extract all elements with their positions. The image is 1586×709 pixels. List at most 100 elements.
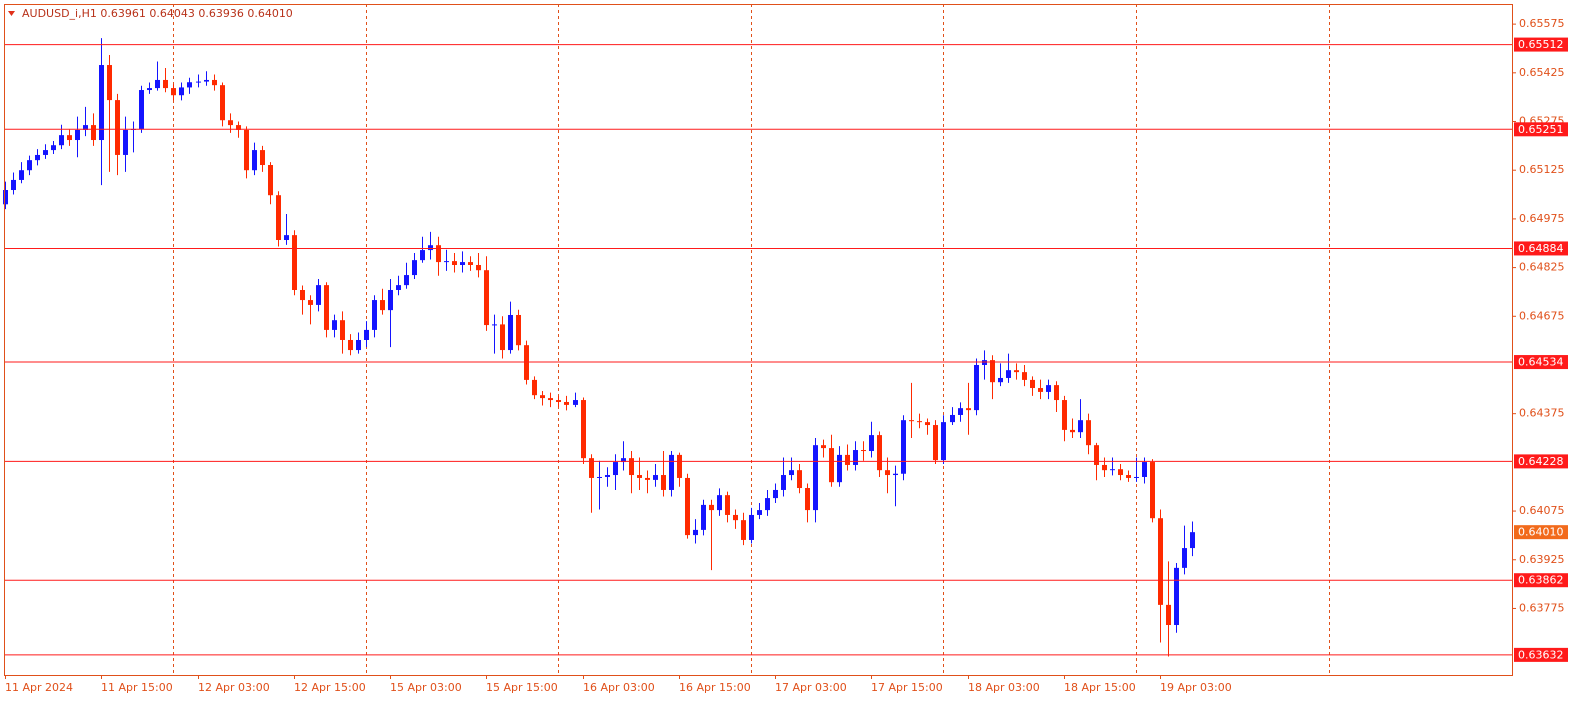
candle-body (1126, 475, 1131, 478)
candle-body (805, 488, 810, 511)
candle-body (653, 475, 658, 480)
candle-body (123, 129, 128, 155)
candle-body (974, 364, 979, 411)
candle-body (1054, 385, 1059, 401)
candle-body (765, 498, 770, 511)
candle-body (941, 422, 946, 461)
candle-body (1070, 429, 1075, 433)
candle-body (204, 79, 209, 82)
level-tag (1514, 355, 1568, 370)
candle-body (837, 454, 842, 483)
candle-body (228, 120, 233, 126)
candle-body (35, 154, 40, 161)
candle-body (958, 408, 963, 415)
level-label: 0.65512 (1518, 38, 1564, 51)
candle-body (1078, 420, 1083, 433)
candle-body (396, 285, 401, 290)
candle-body (677, 454, 682, 478)
candle-body (1030, 379, 1035, 389)
candle-body (476, 264, 481, 271)
candle-body (845, 454, 850, 465)
candle-body (669, 454, 674, 490)
candle-body (901, 420, 906, 474)
candle-body (893, 473, 898, 476)
candle-body (621, 458, 626, 463)
candle-body (284, 235, 289, 241)
candle-body (43, 150, 48, 155)
candle-body (1118, 469, 1123, 476)
candle-body (412, 260, 417, 276)
candle-body (917, 421, 922, 423)
candle-body (853, 450, 858, 465)
candle-body (532, 379, 537, 396)
candle-body (59, 135, 64, 146)
candle-body (3, 190, 8, 205)
candle-body (789, 470, 794, 476)
price-tag (1514, 525, 1568, 540)
candle-body (556, 400, 561, 402)
candle-body (966, 408, 971, 411)
y-tick-label: 0.64675 (1519, 309, 1565, 322)
candle-body (91, 125, 96, 141)
x-tick-label: 16 Apr 15:00 (679, 681, 751, 694)
candle-body (372, 300, 377, 330)
x-tick-label: 12 Apr 03:00 (198, 681, 270, 694)
candle-body (781, 475, 786, 490)
candle-body (749, 514, 754, 540)
candle-body (645, 477, 650, 480)
candle-body (460, 262, 465, 265)
candle-body (276, 195, 281, 241)
candle-body (492, 324, 497, 326)
x-tick-label: 19 Apr 03:00 (1160, 681, 1232, 694)
candle-body (27, 160, 32, 171)
candle-body (220, 85, 225, 121)
candle-body (573, 400, 578, 405)
candle-body (589, 458, 594, 478)
candle-body (420, 250, 425, 261)
candle-body (1182, 548, 1187, 568)
candle-body (1038, 388, 1043, 392)
candle-body (67, 135, 72, 141)
candle-body (725, 495, 730, 515)
candle-body (605, 475, 610, 477)
candle-body (115, 100, 120, 155)
candle-body (950, 414, 955, 423)
candle-body (1086, 420, 1091, 446)
candle-body (685, 477, 690, 536)
level-tag (1514, 454, 1568, 469)
candle-body (324, 285, 329, 330)
candle-body (236, 125, 241, 130)
price-label: 0.64010 (1518, 526, 1564, 539)
x-tick-label: 18 Apr 15:00 (1064, 681, 1136, 694)
candle-body (364, 329, 369, 340)
level-label: 0.64228 (1518, 455, 1564, 468)
level-tag (1514, 647, 1568, 662)
collapse-icon[interactable] (8, 11, 15, 16)
candle-body (1142, 462, 1147, 477)
candle-body (1134, 476, 1139, 478)
level-label: 0.65251 (1518, 123, 1564, 136)
candle-body (629, 458, 634, 476)
candle-body (741, 520, 746, 540)
candle-body (508, 314, 513, 351)
candle-body (484, 270, 489, 326)
candle-body (925, 422, 930, 426)
candle-body (661, 475, 666, 490)
candle-body (83, 125, 88, 130)
candle-body (1006, 370, 1011, 378)
level-label: 0.64534 (1518, 356, 1564, 369)
x-tick-label: 18 Apr 03:00 (968, 681, 1040, 694)
candle-body (187, 82, 192, 88)
candle-body (861, 450, 866, 452)
candle-body (99, 65, 104, 141)
candle-body (436, 245, 441, 263)
y-tick-label: 0.63775 (1519, 601, 1565, 614)
candle-body (1174, 567, 1179, 626)
y-tick-label: 0.64375 (1519, 407, 1565, 420)
candle-body (613, 462, 618, 476)
y-tick-label: 0.65575 (1519, 17, 1565, 30)
candle-body (1094, 445, 1099, 465)
candle-body (773, 489, 778, 499)
